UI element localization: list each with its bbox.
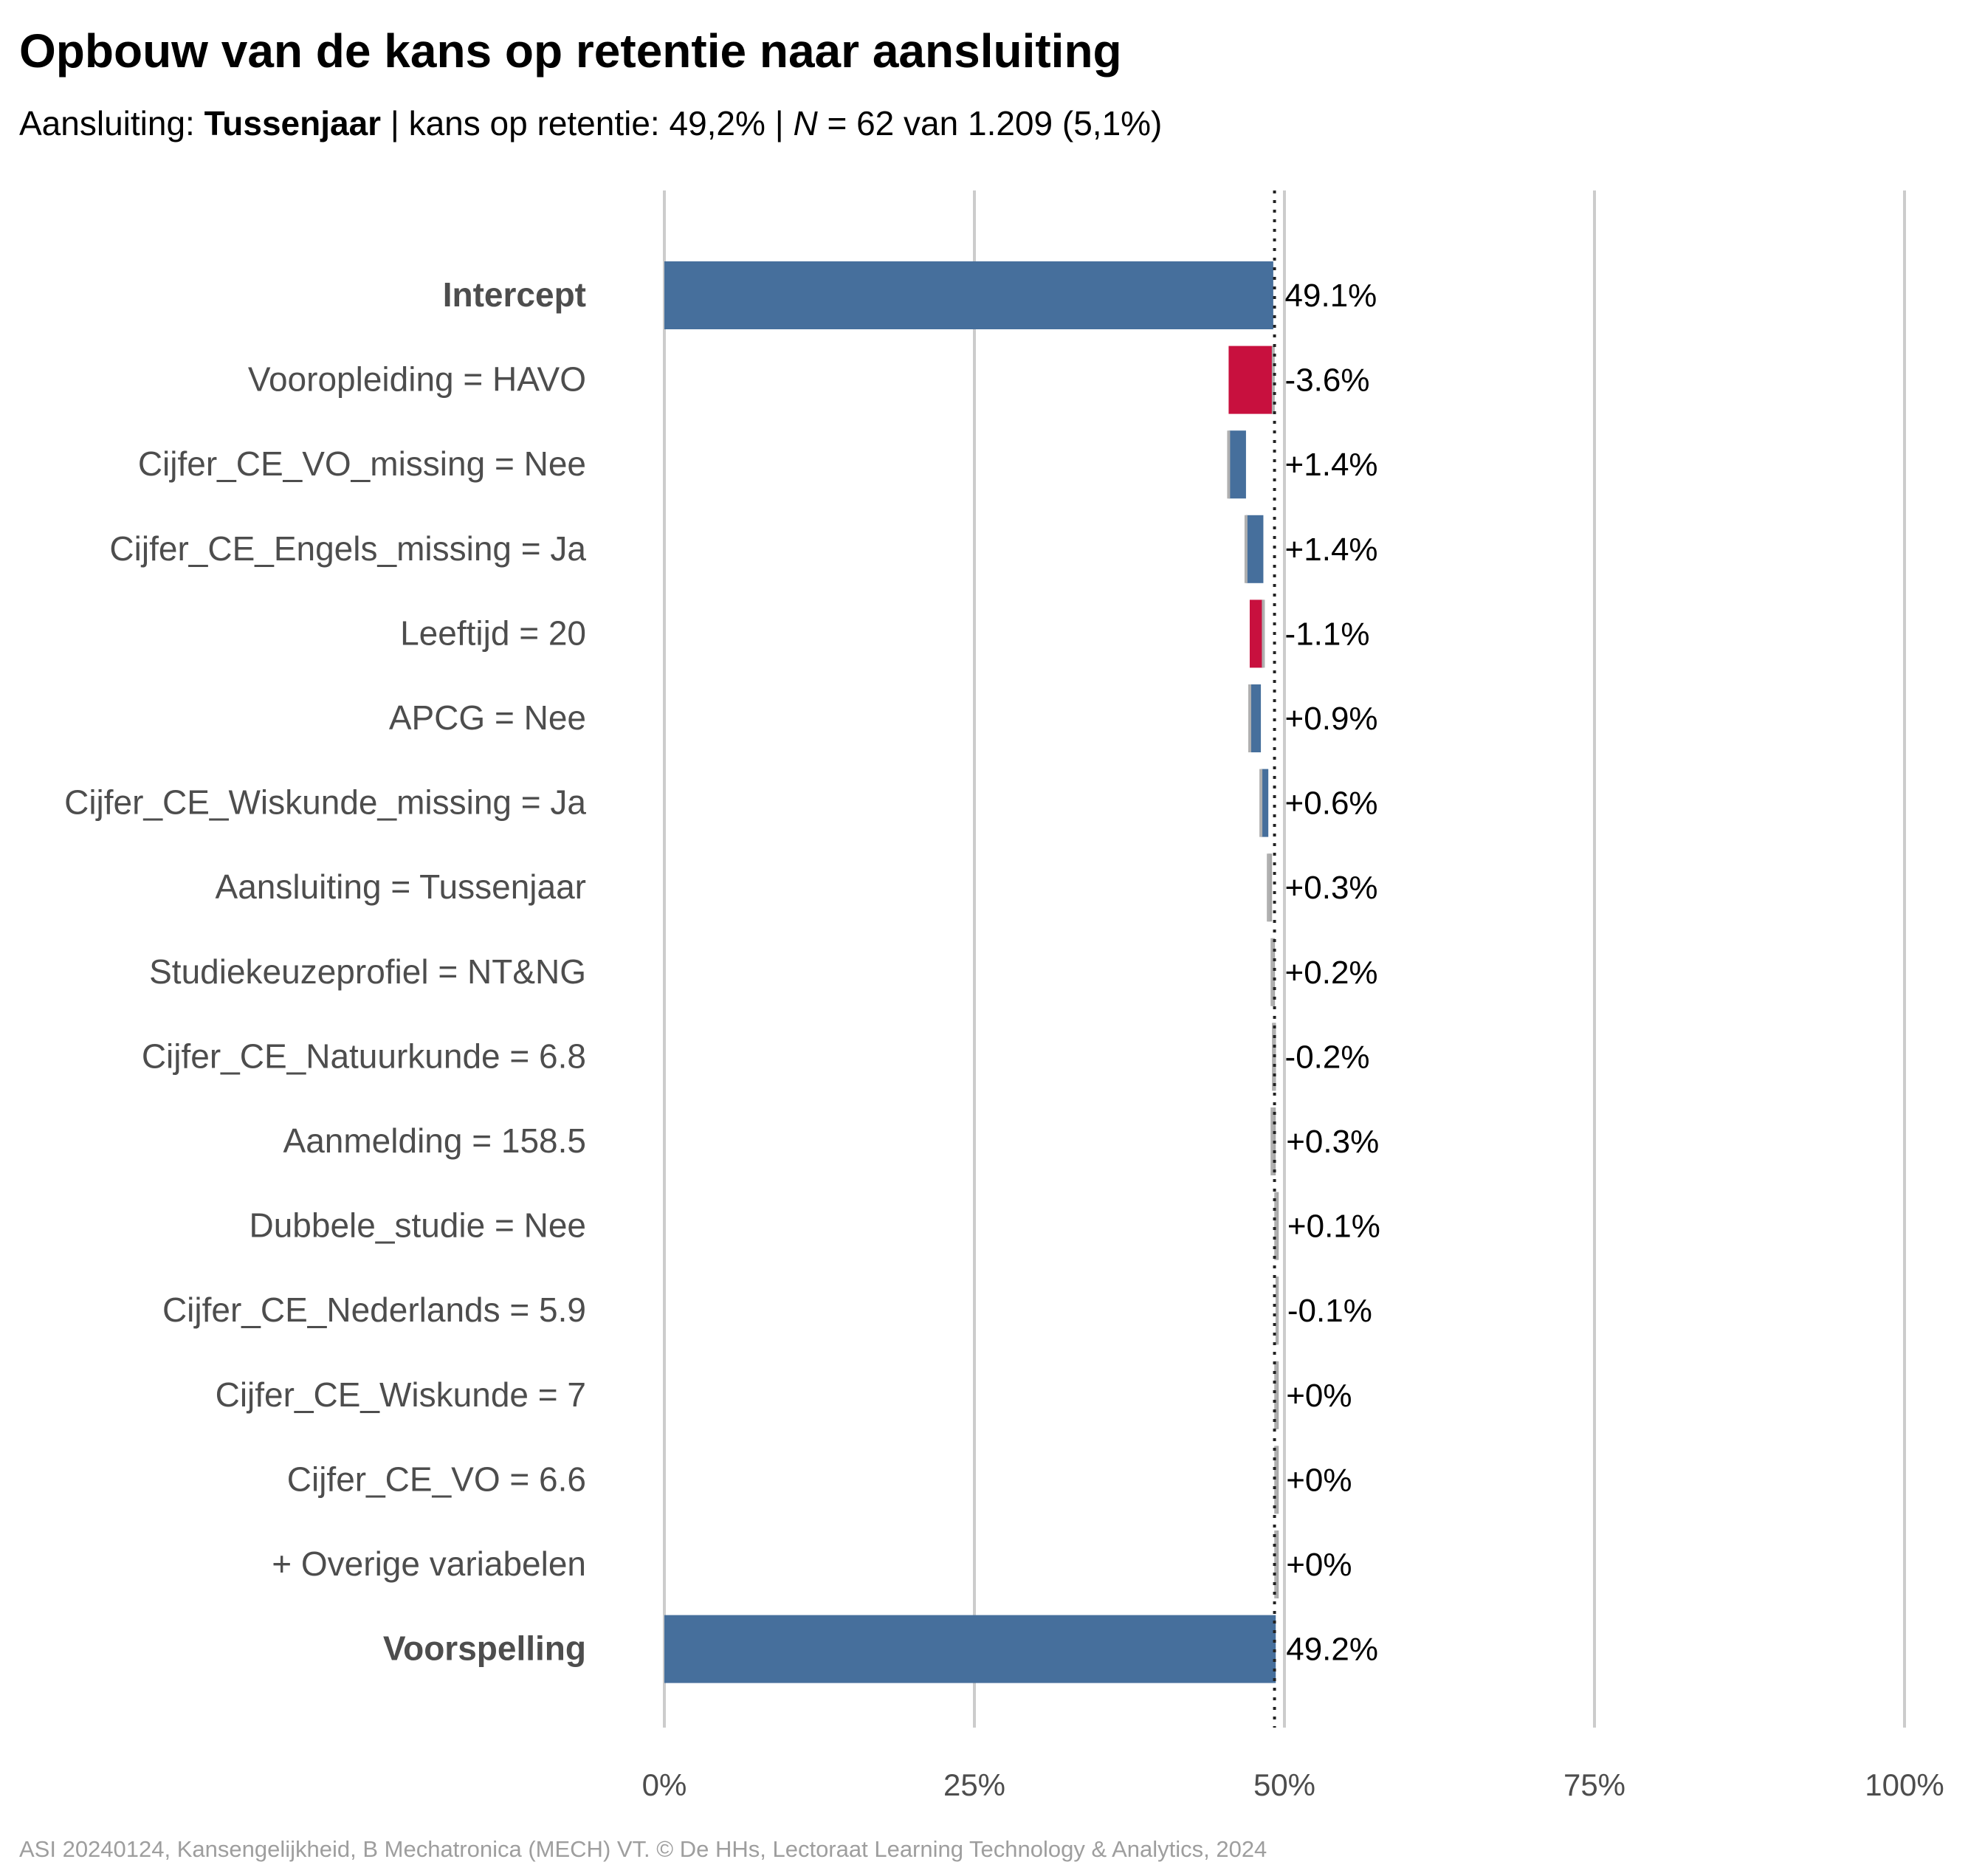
- category-label: Aanmelding = 158.5: [283, 1121, 586, 1160]
- subtitle-group: Tussenjaar: [204, 104, 382, 142]
- data-label: +0.6%: [1285, 786, 1378, 822]
- subtitle-n-label: N: [793, 104, 818, 142]
- chart-title: Opbouw van de kans op retentie naar aans…: [19, 24, 1122, 78]
- subtitle-suffix: = 62 van 1.209 (5,1%): [817, 104, 1163, 142]
- category-label: + Overige variabelen: [272, 1545, 586, 1583]
- data-label: +0.1%: [1287, 1209, 1380, 1245]
- data-label: +0.3%: [1286, 1124, 1379, 1160]
- data-label: +0%: [1286, 1462, 1352, 1498]
- data-label: -0.2%: [1285, 1039, 1370, 1075]
- data-label: -0.1%: [1287, 1293, 1372, 1329]
- bar: [1249, 684, 1262, 752]
- category-label: Voorspelling: [383, 1629, 586, 1668]
- data-label: -3.6%: [1285, 363, 1370, 399]
- category-label: Cijfer_CE_Nederlands = 5.9: [162, 1291, 586, 1329]
- subtitle-middle: | kans op retentie: 49,2% |: [381, 104, 794, 142]
- x-tick-label: 0%: [642, 1767, 687, 1802]
- bar: [664, 1615, 1276, 1683]
- category-label: Cijfer_CE_Wiskunde = 7: [216, 1375, 586, 1414]
- data-label: +0.3%: [1285, 870, 1378, 906]
- category-label: Vooropleiding = HAVO: [248, 360, 586, 399]
- bar: [1228, 430, 1246, 499]
- chart-subtitle: Aansluiting: Tussenjaar | kans op retent…: [19, 103, 1162, 143]
- x-tick-label: 25%: [943, 1767, 1005, 1802]
- category-label: Cijfer_CE_Engels_missing = Ja: [109, 529, 586, 568]
- labels: 0% 25% 50% 75% 100% Intercept 49.1% Vooropleidi…: [64, 275, 1944, 1802]
- category-label: Cijfer_CE_Wiskunde_missing = Ja: [64, 783, 586, 822]
- subtitle-prefix: Aansluiting:: [19, 104, 204, 142]
- bar: [1245, 515, 1264, 583]
- category-label: Leeftijd = 20: [400, 614, 586, 652]
- bar: [1261, 769, 1269, 837]
- bar: [1228, 346, 1273, 414]
- data-label: +0%: [1286, 1547, 1352, 1583]
- category-label: Aansluiting = Tussenjaar: [216, 867, 586, 906]
- category-label: Studiekeuzeprofiel = NT&NG: [149, 952, 586, 991]
- data-label: -1.1%: [1285, 616, 1370, 652]
- x-tick-label: 100%: [1865, 1767, 1944, 1802]
- category-label: Dubbele_studie = Nee: [250, 1206, 587, 1245]
- data-label: +1.4%: [1285, 532, 1378, 568]
- category-label: APCG = Nee: [389, 698, 586, 737]
- data-label: +0%: [1286, 1378, 1352, 1414]
- bar: [664, 261, 1273, 329]
- category-label: Cijfer_CE_VO = 6.6: [287, 1460, 586, 1498]
- bars: [664, 261, 1279, 1683]
- x-tick-label: 75%: [1563, 1767, 1625, 1802]
- data-label: +0.9%: [1285, 701, 1378, 737]
- x-tick-label: 50%: [1253, 1767, 1315, 1802]
- data-label: +0.2%: [1285, 955, 1378, 991]
- bar: [1268, 853, 1273, 922]
- category-label: Cijfer_CE_Natuurkunde = 6.8: [142, 1037, 586, 1075]
- grid-lines: [663, 190, 1906, 1728]
- data-label: 49.1%: [1285, 278, 1377, 314]
- data-label: +1.4%: [1285, 447, 1378, 483]
- bar: [1249, 599, 1264, 668]
- chart-caption: ASI 20240124, Kansengelijkheid, B Mechat…: [19, 1836, 1267, 1862]
- data-label: 49.2%: [1286, 1632, 1378, 1668]
- category-label: Intercept: [443, 275, 586, 314]
- category-label: Cijfer_CE_VO_missing = Nee: [138, 444, 586, 483]
